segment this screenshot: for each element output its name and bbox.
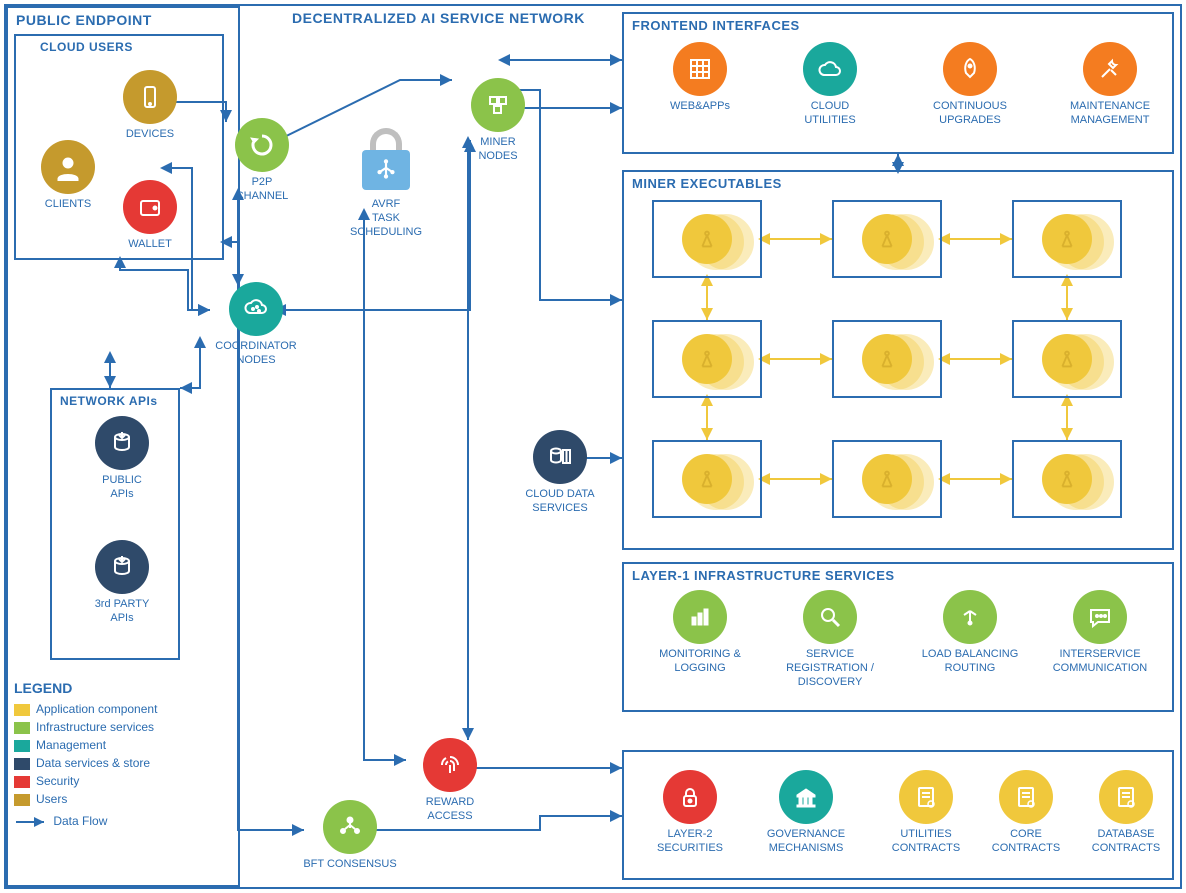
- frontend-title: FRONTEND INTERFACES: [632, 18, 800, 33]
- legend-item: Management: [14, 738, 214, 752]
- node-label-l1_mon: MONITORING &LOGGING: [650, 648, 750, 676]
- node-label-l1_reg: SERVICEREGISTRATION /DISCOVERY: [780, 648, 880, 689]
- layer1-title: LAYER-1 INFRASTRUCTURE SERVICES: [632, 568, 895, 583]
- node-label-l1_comm: INTERSERVICECOMMUNICATION: [1050, 648, 1150, 676]
- node-label-c_gov: GOVERNANCEMECHANISMS: [756, 828, 856, 856]
- legend-flow-label: Data Flow: [53, 814, 107, 828]
- node-label-wallet: WALLET: [100, 238, 200, 252]
- node-label-c_sec: LAYER-2SECURITIES: [640, 828, 740, 856]
- exec-box-0-2: [1012, 200, 1122, 278]
- legend: LEGEND Application component Infrastructu…: [14, 680, 214, 832]
- node-l1_mon: MONITORING &LOGGING: [650, 590, 750, 676]
- node-l1_comm: INTERSERVICECOMMUNICATION: [1050, 590, 1150, 676]
- node-label-miner: MINERNODES: [448, 136, 548, 164]
- exec-box-1-2: [1012, 320, 1122, 398]
- exec-box-2-1: [832, 440, 942, 518]
- node-label-coordinator: COORDINATORNODES: [206, 340, 306, 368]
- public-endpoint-title: PUBLIC ENDPOINT: [16, 12, 152, 28]
- legend-item: Data services & store: [14, 756, 214, 770]
- cloud-users-title: CLOUD USERS: [40, 40, 133, 54]
- node-public_api: PUBLICAPIs: [72, 416, 172, 502]
- node-fe_maint: MAINTENANCEMANAGEMENT: [1060, 42, 1160, 128]
- node-label-l1_lb: LOAD BALANCINGROUTING: [920, 648, 1020, 676]
- node-devices: DEVICES: [100, 70, 200, 142]
- decentralized-title: DECENTRALIZED AI SERVICE NETWORK: [292, 10, 585, 26]
- legend-title: LEGEND: [14, 680, 214, 696]
- node-c_gov: GOVERNANCEMECHANISMS: [756, 770, 856, 856]
- node-label-public_api: PUBLICAPIs: [72, 474, 172, 502]
- node-miner: MINERNODES: [448, 78, 548, 164]
- node-label-c_util: UTILITIESCONTRACTS: [876, 828, 976, 856]
- node-party_api: 3rd PARTYAPIs: [72, 540, 172, 626]
- node-l1_reg: SERVICEREGISTRATION /DISCOVERY: [780, 590, 880, 689]
- exec-box-2-0: [652, 440, 762, 518]
- node-wallet: WALLET: [100, 180, 200, 252]
- node-p2p: P2PCHANNEL: [212, 118, 312, 204]
- node-avrf: AVRFTASK SCHEDULING: [336, 128, 436, 239]
- node-c_db: DATABASECONTRACTS: [1076, 770, 1176, 856]
- node-label-reward: REWARDACCESS: [400, 796, 500, 824]
- legend-item: Security: [14, 774, 214, 788]
- network-apis-title: NETWORK APIs: [60, 394, 158, 408]
- node-reward: REWARDACCESS: [400, 738, 500, 824]
- node-c_sec: LAYER-2SECURITIES: [640, 770, 740, 856]
- node-label-avrf: AVRFTASK SCHEDULING: [336, 198, 436, 239]
- exec-box-1-1: [832, 320, 942, 398]
- node-label-fe_upg: CONTINUOUSUPGRADES: [920, 100, 1020, 128]
- node-label-c_db: DATABASECONTRACTS: [1076, 828, 1176, 856]
- node-l1_lb: LOAD BALANCINGROUTING: [920, 590, 1020, 676]
- node-coordinator: COORDINATORNODES: [206, 282, 306, 368]
- node-label-c_core: CORECONTRACTS: [976, 828, 1076, 856]
- node-fe_cloud: CLOUDUTILITIES: [780, 42, 880, 128]
- legend-item: Users: [14, 792, 214, 806]
- node-label-bft: BFT CONSENSUS: [300, 858, 400, 872]
- exec-box-0-0: [652, 200, 762, 278]
- node-label-devices: DEVICES: [100, 128, 200, 142]
- miner-exec-title: MINER EXECUTABLES: [632, 176, 782, 191]
- legend-item: Infrastructure services: [14, 720, 214, 734]
- node-label-cloud_data: CLOUD DATASERVICES: [510, 488, 610, 516]
- node-c_util: UTILITIESCONTRACTS: [876, 770, 976, 856]
- node-label-fe_maint: MAINTENANCEMANAGEMENT: [1060, 100, 1160, 128]
- exec-box-0-1: [832, 200, 942, 278]
- node-label-party_api: 3rd PARTYAPIs: [72, 598, 172, 626]
- exec-box-1-0: [652, 320, 762, 398]
- node-label-fe_cloud: CLOUDUTILITIES: [780, 100, 880, 128]
- node-fe_web: WEB&APPs: [650, 42, 750, 114]
- legend-item: Application component: [14, 702, 214, 716]
- exec-box-2-2: [1012, 440, 1122, 518]
- node-label-p2p: P2PCHANNEL: [212, 176, 312, 204]
- node-fe_upg: CONTINUOUSUPGRADES: [920, 42, 1020, 128]
- node-c_core: CORECONTRACTS: [976, 770, 1076, 856]
- node-bft: BFT CONSENSUS: [300, 800, 400, 872]
- node-label-fe_web: WEB&APPs: [650, 100, 750, 114]
- node-cloud_data: CLOUD DATASERVICES: [510, 430, 610, 516]
